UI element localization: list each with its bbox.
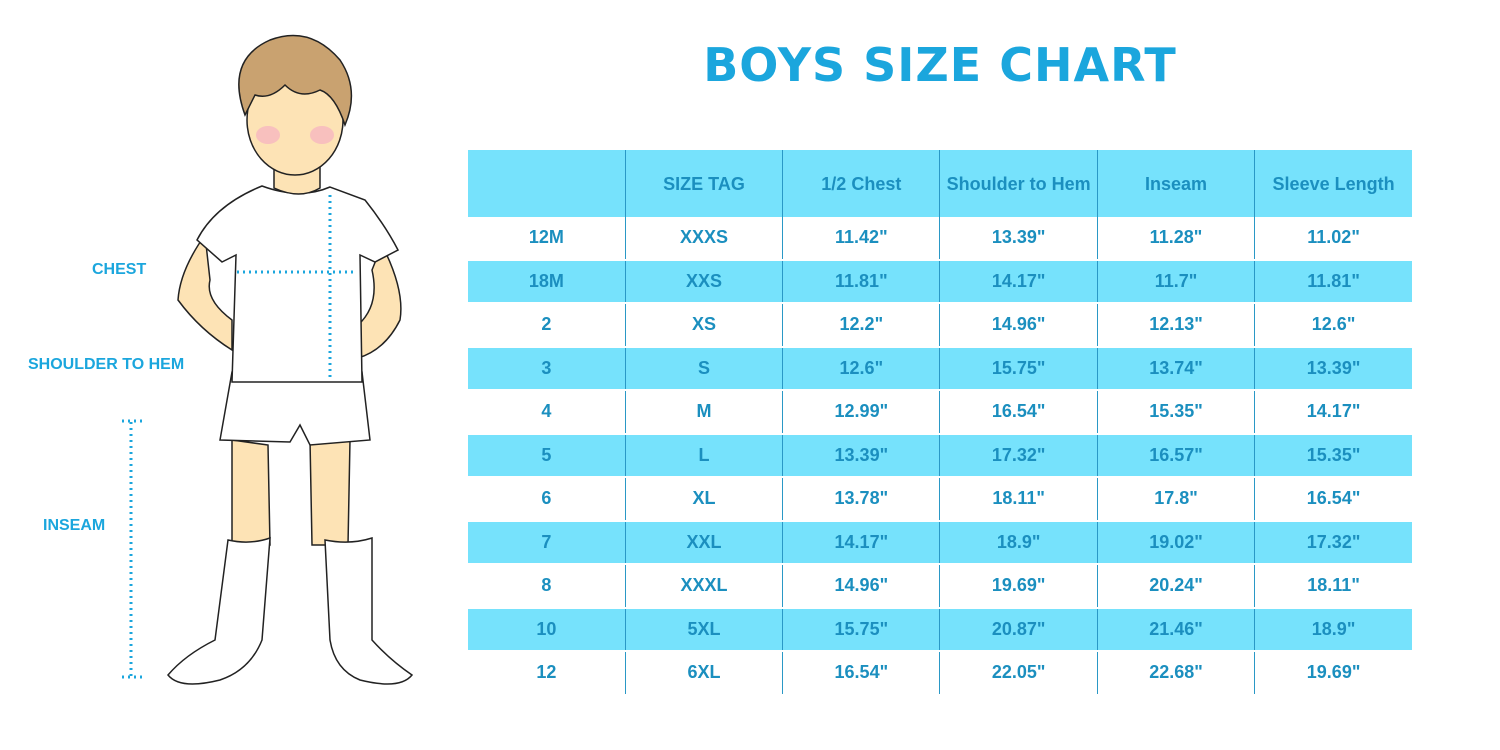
table-cell: 19.02": [1096, 519, 1255, 565]
table-cell: 15.35": [1254, 432, 1412, 478]
table-cell: 16.54": [782, 651, 940, 694]
table-row: 12M XXXS 11.42" 13.39" 11.28" 11.02": [468, 217, 1412, 260]
table-row: 10 5XL 15.75" 20.87" 21.46" 18.9": [468, 606, 1412, 652]
table-cell: 16.54": [1254, 477, 1412, 521]
table-cell: 18.9": [1254, 606, 1412, 652]
table-cell: 14.96": [939, 303, 1098, 347]
shoulder-to-hem-label: SHOULDER TO HEM: [28, 356, 185, 373]
table-cell: 15.35": [1096, 390, 1255, 434]
table-cell: XXXS: [624, 217, 783, 260]
table-cell: 18.11": [1254, 564, 1412, 608]
table-cell: 14.17": [1254, 390, 1412, 434]
table-cell: 13.39": [782, 432, 940, 478]
table-cell: 12.2": [782, 303, 940, 347]
table-cell: XXL: [624, 519, 783, 565]
table-cell: 5XL: [624, 606, 783, 652]
table-cell: 16.54": [939, 390, 1098, 434]
table-cell: 13.74": [1096, 345, 1255, 391]
table-cell: 13.39": [939, 217, 1098, 260]
table-cell: 4: [541, 401, 552, 422]
table-cell: 12.6": [1254, 303, 1412, 347]
column-header: [468, 150, 626, 217]
table-cell: 22.05": [939, 651, 1098, 694]
size-table: SIZE TAG 1/2 Chest Shoulder to Hem Inseam Sl…: [468, 150, 1412, 694]
table-row: 5 L 13.39" 17.32" 16.57" 15.35": [468, 432, 1412, 478]
table-cell: 11.28": [1096, 217, 1255, 260]
table-cell: 11.81": [782, 258, 940, 304]
table-cell: 11.81": [1254, 258, 1412, 304]
column-header: Shoulder to Hem: [939, 150, 1098, 217]
table-row: 18M XXS 11.81" 14.17" 11.7" 11.81": [468, 258, 1412, 304]
table-cell: 19.69": [939, 564, 1098, 608]
table-cell: 5: [468, 432, 626, 478]
table-cell: 12.6": [782, 345, 940, 391]
table-cell: 11.02": [1254, 217, 1412, 260]
boy-illustration: [122, 34, 414, 685]
inseam-label: INSEAM: [43, 517, 106, 534]
column-header: 1/2 Chest: [782, 150, 940, 217]
table-row: 7 XXL 14.17" 18.9" 19.02" 17.32": [468, 519, 1412, 565]
table-row: 2 XS 12.2" 14.96" 12.13" 12.6": [468, 303, 1412, 347]
table-cell: 2: [541, 314, 552, 335]
table-row: 3 S 12.6" 15.75" 13.74" 13.39": [468, 345, 1412, 391]
table-cell: 12.13": [1096, 303, 1255, 347]
table-cell: L: [624, 432, 783, 478]
table-cell: 18.9": [939, 519, 1098, 565]
table-row: 4 M 12.99" 16.54" 15.35" 14.17": [468, 390, 1412, 434]
table-cell: 20.24": [1096, 564, 1255, 608]
page-title: BOYS SIZE CHART: [703, 38, 1177, 92]
table-cell: 13.39": [1254, 345, 1412, 391]
table-cell: 6XL: [624, 651, 783, 694]
table-cell: M: [624, 390, 783, 434]
table-cell: 12M: [528, 227, 564, 248]
table-cell: 12: [536, 662, 557, 683]
column-header: SIZE TAG: [624, 150, 783, 217]
table-row: 6 XL 13.78" 18.11" 17.8" 16.54": [468, 477, 1412, 521]
table-cell: 11.42": [782, 217, 940, 260]
table-cell: 6: [541, 488, 552, 509]
table-cell: 7: [468, 519, 626, 565]
table-row: 8 XXXL 14.96" 19.69" 20.24" 18.11": [468, 564, 1412, 608]
table-cell: 18M: [468, 258, 626, 304]
table-cell: 20.87": [939, 606, 1098, 652]
table-cell: 11.7": [1096, 258, 1255, 304]
table-cell: 17.32": [1254, 519, 1412, 565]
table-cell: 14.17": [782, 519, 940, 565]
table-cell: 8: [541, 575, 552, 596]
table-cell: 13.78": [782, 477, 940, 521]
table-cell: S: [624, 345, 783, 391]
table-cell: 17.8": [1096, 477, 1255, 521]
table-cell: 14.96": [782, 564, 940, 608]
table-cell: 14.17": [939, 258, 1098, 304]
table-cell: 19.69": [1254, 651, 1412, 694]
table-row: 12 6XL 16.54" 22.05" 22.68" 19.69": [468, 651, 1412, 694]
table-cell: 16.57": [1096, 432, 1255, 478]
table-cell: 17.32": [939, 432, 1098, 478]
table-cell: XL: [624, 477, 783, 521]
table-cell: 22.68": [1096, 651, 1255, 694]
table-cell: 15.75": [939, 345, 1098, 391]
table-cell: 3: [468, 345, 626, 391]
table-cell: XS: [624, 303, 783, 347]
column-header: Inseam: [1096, 150, 1255, 217]
table-cell: XXXL: [624, 564, 783, 608]
table-cell: 12.99": [782, 390, 940, 434]
chest-label: CHEST: [92, 261, 147, 278]
column-header: Sleeve Length: [1254, 150, 1412, 217]
table-cell: 21.46": [1096, 606, 1255, 652]
table-cell: 18.11": [939, 477, 1098, 521]
table-cell: 10: [468, 606, 626, 652]
table-cell: 15.75": [782, 606, 940, 652]
table-cell: XXS: [624, 258, 783, 304]
